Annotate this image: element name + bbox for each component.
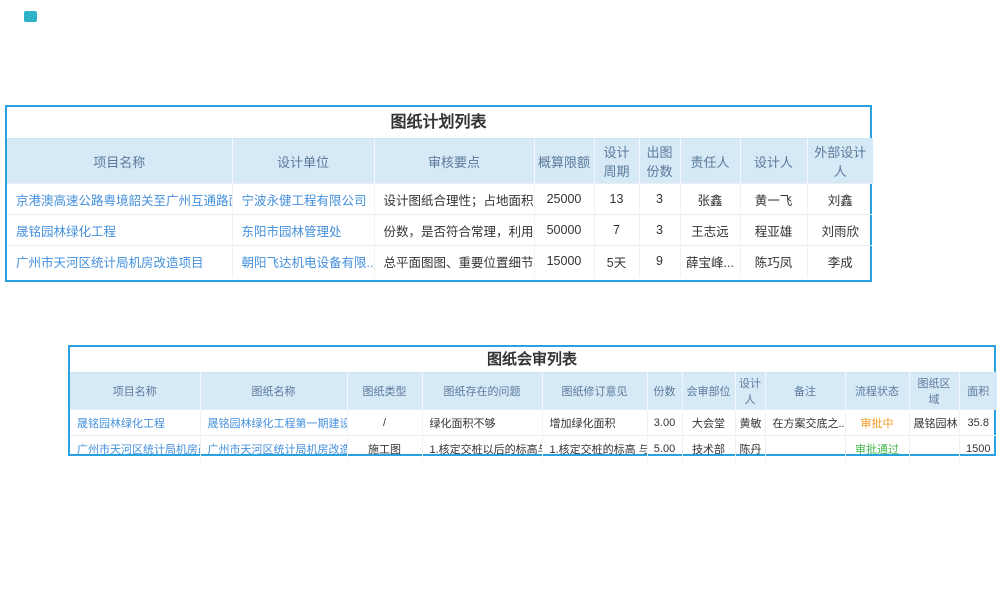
- review-table-title: 图纸会审列表: [486, 351, 577, 368]
- owner-cell: 张鑫: [680, 183, 741, 215]
- col-owner: 责任人: [680, 138, 741, 184]
- review-points-cell: 份数，是否符合常理，利用率: [374, 214, 535, 246]
- col-review-points: 审核要点: [374, 138, 535, 184]
- external-designer-cell: 刘雨欣: [807, 214, 873, 246]
- revision-opinion-cell: 增加绿化面积: [542, 409, 648, 436]
- table-row: 广州市天河区统计局机房改造项目 朝阳飞达机电设备有限... 总平面图图、重要位置…: [7, 245, 873, 277]
- col-designer: 设计人: [735, 372, 766, 410]
- design-unit-link[interactable]: 东阳市园林管理处: [241, 224, 342, 239]
- plan-table-title: 图纸计划列表: [390, 114, 487, 131]
- designer-cell: 陈丹: [735, 435, 766, 462]
- problems-cell: 1.核定交桩以后的标高与...: [422, 435, 543, 462]
- teal-app-icon: [24, 11, 37, 22]
- col-drawing-name: 图纸名称: [200, 372, 348, 410]
- col-drawing-type: 图纸类型: [347, 372, 423, 410]
- budget-limit-cell: 50000: [534, 214, 595, 246]
- budget-limit-cell: 25000: [534, 183, 595, 215]
- region-cell: [909, 435, 960, 462]
- project-link[interactable]: 京港澳高速公路粤境韶关至广州互通路面...: [16, 193, 232, 208]
- problems-cell: 绿化面积不够: [422, 409, 543, 436]
- designer-cell: 程亚雄: [740, 214, 808, 246]
- col-status: 流程状态: [845, 372, 910, 410]
- copies-cell: 3: [639, 183, 681, 215]
- copies-cell: 5.00: [647, 435, 683, 462]
- col-copies: 出图份数: [639, 138, 681, 184]
- drawing-name-link[interactable]: 广州市天河区统计局机房改造项目...: [207, 443, 347, 456]
- review-dept-cell: 大会堂: [682, 409, 736, 436]
- project-link[interactable]: 广州市天河区统计局机房改造项目: [16, 255, 204, 270]
- review-header-row: 项目名称 图纸名称 图纸类型 图纸存在的问题 图纸修订意见 份数 会审部位 设计…: [70, 372, 997, 410]
- col-external-designer: 外部设计人: [807, 138, 873, 184]
- external-designer-cell: 李成: [807, 245, 873, 277]
- copies-cell: 3.00: [647, 409, 683, 436]
- col-revision-opinion: 图纸修订意见: [542, 372, 648, 410]
- plan-table-card: 图纸计划列表 项目名称 设计单位 审核要点 概算限额 设计周期 出图份数 责任人…: [5, 105, 873, 282]
- col-review-dept: 会审部位: [682, 372, 736, 410]
- col-design-unit: 设计单位: [232, 138, 375, 184]
- col-region: 图纸区域: [909, 372, 960, 410]
- status-badge: 审批中: [860, 417, 894, 430]
- design-cycle-cell: 13: [594, 183, 640, 215]
- owner-cell: 薛宝峰...: [680, 245, 741, 277]
- designer-cell: 陈巧凤: [740, 245, 808, 277]
- col-project: 项目名称: [7, 138, 233, 184]
- area-cell: 35.8: [959, 409, 997, 436]
- plan-table: 项目名称 设计单位 审核要点 概算限额 设计周期 出图份数 责任人 设计人 外部…: [7, 138, 873, 277]
- review-table-card: 图纸会审列表 项目名称 图纸名称 图纸类型 图纸存在的问题 图纸修订意见 份数 …: [68, 345, 997, 462]
- area-cell: 1500: [959, 435, 997, 462]
- drawing-name-link[interactable]: 晟铭园林绿化工程第一期建设计划...: [207, 417, 347, 430]
- owner-cell: 王志远: [680, 214, 741, 246]
- status-badge: 审批通过: [855, 443, 899, 456]
- revision-opinion-cell: 1.核定交桩的标高 与图纸...: [542, 435, 648, 462]
- designer-cell: 黄一飞: [740, 183, 808, 215]
- copies-cell: 3: [639, 214, 681, 246]
- design-cycle-cell: 7: [594, 214, 640, 246]
- col-copies: 份数: [647, 372, 683, 410]
- table-row: 广州市天河区统计局机房改造... 广州市天河区统计局机房改造项目... 施工图 …: [70, 435, 997, 462]
- designer-cell: 黄敏: [735, 409, 766, 436]
- remark-cell: 在方案交底之...: [765, 409, 846, 436]
- col-problems: 图纸存在的问题: [422, 372, 543, 410]
- col-design-cycle: 设计周期: [594, 138, 640, 184]
- external-designer-cell: 刘鑫: [807, 183, 873, 215]
- region-cell: 晟铭园林: [909, 409, 960, 436]
- review-points-cell: 设计图纸合理性；占地面积...: [374, 183, 535, 215]
- drawing-type-cell: 施工图: [347, 435, 423, 462]
- design-unit-link[interactable]: 朝阳飞达机电设备有限...: [241, 255, 374, 270]
- table-row: 晟铭园林绿化工程 晟铭园林绿化工程第一期建设计划... / 绿化面积不够 增加绿…: [70, 409, 997, 436]
- design-cycle-cell: 5天: [594, 245, 640, 277]
- project-link[interactable]: 晟铭园林绿化工程: [77, 417, 165, 430]
- project-link[interactable]: 广州市天河区统计局机房改造...: [77, 443, 199, 456]
- col-designer: 设计人: [740, 138, 808, 184]
- budget-limit-cell: 15000: [534, 245, 595, 277]
- drawing-type-cell: /: [347, 409, 423, 436]
- col-project: 项目名称: [70, 372, 201, 410]
- review-dept-cell: 技术部: [682, 435, 736, 462]
- project-link[interactable]: 晟铭园林绿化工程: [16, 224, 117, 239]
- plan-header-row: 项目名称 设计单位 审核要点 概算限额 设计周期 出图份数 责任人 设计人 外部…: [7, 138, 873, 184]
- review-table: 项目名称 图纸名称 图纸类型 图纸存在的问题 图纸修订意见 份数 会审部位 设计…: [70, 372, 997, 462]
- col-area: 面积: [959, 372, 997, 410]
- copies-cell: 9: [639, 245, 681, 277]
- review-points-cell: 总平面图图、重要位置细节...: [374, 245, 535, 277]
- table-row: 京港澳高速公路粤境韶关至广州互通路面... 宁波永健工程有限公司 设计图纸合理性…: [7, 183, 873, 215]
- table-row: 晟铭园林绿化工程 东阳市园林管理处 份数，是否符合常理，利用率 50000 7 …: [7, 214, 873, 246]
- design-unit-link[interactable]: 宁波永健工程有限公司: [241, 193, 367, 208]
- col-remark: 备注: [765, 372, 846, 410]
- col-budget-limit: 概算限额: [534, 138, 595, 184]
- remark-cell: [765, 435, 846, 462]
